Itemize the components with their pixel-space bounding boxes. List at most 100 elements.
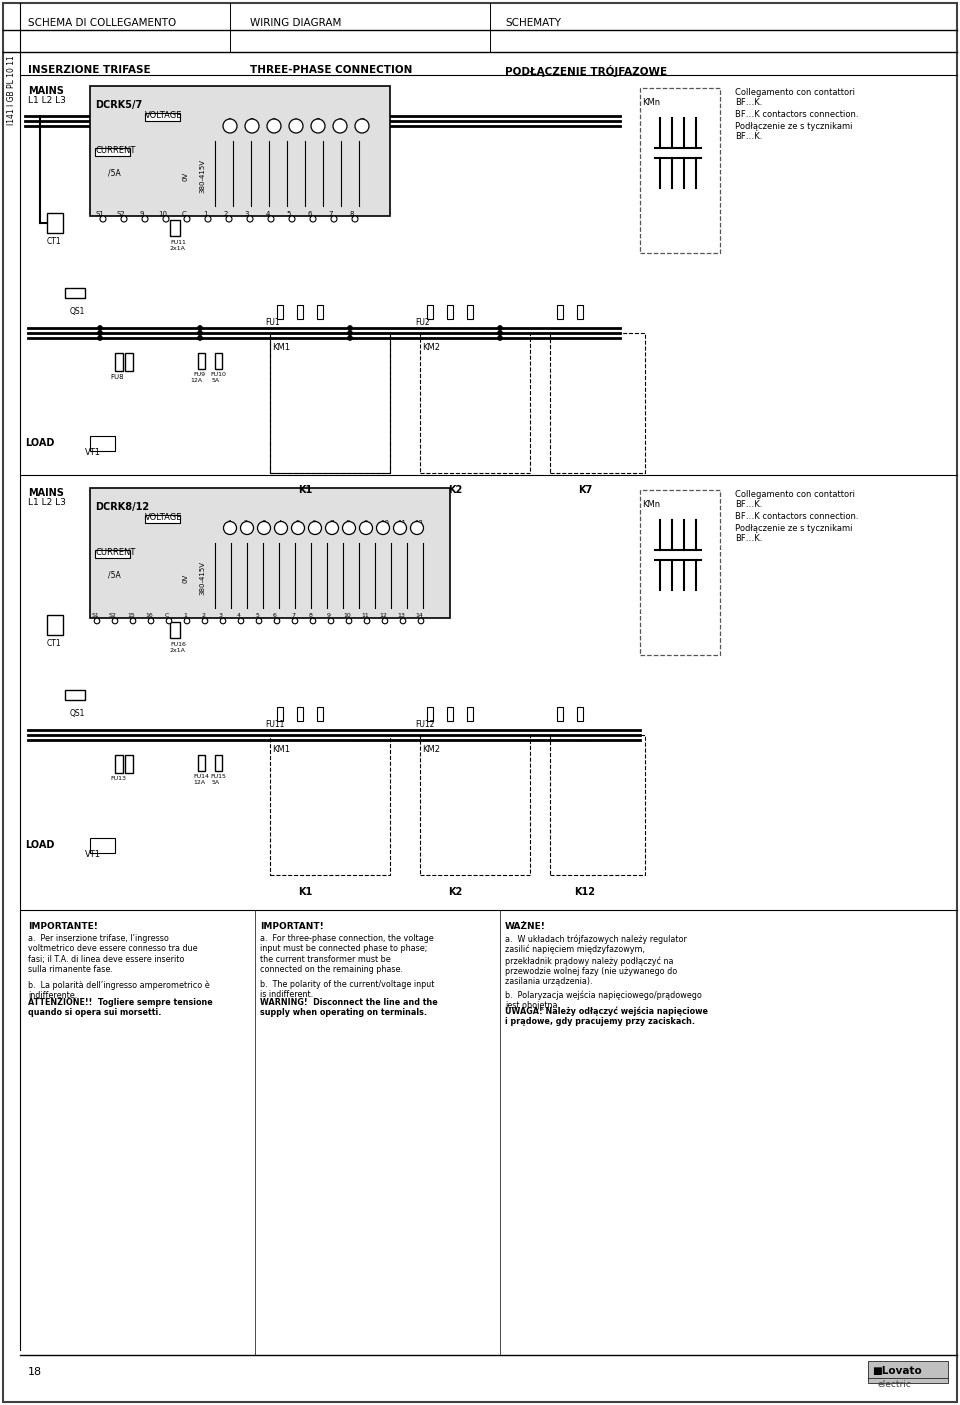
Text: LOAD: LOAD xyxy=(25,840,55,850)
Text: 9: 9 xyxy=(327,613,331,618)
Circle shape xyxy=(98,326,103,330)
Bar xyxy=(145,112,180,121)
Text: VT1: VT1 xyxy=(85,448,101,457)
Text: K1: K1 xyxy=(298,887,312,896)
Text: a.  W układach trójfazowych należy regulator
zasilić napięciem międzyfazowym,
pr: a. W układach trójfazowych należy regula… xyxy=(505,934,686,986)
Circle shape xyxy=(308,521,322,534)
Text: FU15: FU15 xyxy=(210,774,226,778)
Circle shape xyxy=(419,618,423,624)
Circle shape xyxy=(292,618,298,624)
Circle shape xyxy=(247,216,253,222)
Circle shape xyxy=(333,119,347,133)
Text: 6: 6 xyxy=(308,211,312,216)
Text: THREE-PHASE CONNECTION: THREE-PHASE CONNECTION xyxy=(250,65,413,74)
Text: FU12: FU12 xyxy=(415,719,434,729)
Circle shape xyxy=(163,216,169,222)
Text: KM1: KM1 xyxy=(272,745,290,754)
Text: KM2: KM2 xyxy=(422,343,440,353)
Text: 380-415V: 380-415V xyxy=(199,159,205,192)
Text: FU9: FU9 xyxy=(193,372,205,377)
Text: Podłączenie ze s tycznikami: Podłączenie ze s tycznikami xyxy=(735,122,852,131)
Circle shape xyxy=(348,330,352,336)
Text: S1: S1 xyxy=(96,211,105,216)
Text: 8: 8 xyxy=(346,520,350,525)
Circle shape xyxy=(328,618,334,624)
Text: BF…K.: BF…K. xyxy=(735,98,762,107)
Bar xyxy=(317,305,323,319)
Text: 12A: 12A xyxy=(190,378,203,384)
Text: electric: electric xyxy=(878,1380,912,1390)
Bar xyxy=(577,305,583,319)
Circle shape xyxy=(148,618,154,624)
Text: WIRING DIAGRAM: WIRING DIAGRAM xyxy=(250,18,342,28)
Bar xyxy=(115,754,123,773)
Text: 7: 7 xyxy=(329,520,333,525)
Text: 3: 3 xyxy=(271,118,276,126)
Text: 6: 6 xyxy=(337,118,342,126)
Circle shape xyxy=(267,119,281,133)
Circle shape xyxy=(382,618,388,624)
Text: IMPORTANT!: IMPORTANT! xyxy=(260,922,324,932)
Text: a.  Per inserzione trifase, l’ingresso
voltmetrico deve essere connesso tra due
: a. Per inserzione trifase, l’ingresso vo… xyxy=(28,934,198,974)
Text: FU11: FU11 xyxy=(265,719,284,729)
Text: 5: 5 xyxy=(287,211,291,216)
Text: WARNING!  Disconnect the line and the
supply when operating on terminals.: WARNING! Disconnect the line and the sup… xyxy=(260,998,438,1017)
Text: KM1: KM1 xyxy=(272,343,290,353)
Circle shape xyxy=(205,216,211,222)
Circle shape xyxy=(142,216,148,222)
Bar xyxy=(447,305,453,319)
Text: 3: 3 xyxy=(245,211,250,216)
Text: SCHEMATY: SCHEMATY xyxy=(505,18,561,28)
Bar xyxy=(317,707,323,721)
Bar xyxy=(270,333,390,473)
Text: FU14: FU14 xyxy=(193,774,209,778)
Circle shape xyxy=(98,330,103,336)
Text: 4: 4 xyxy=(293,118,298,126)
Bar xyxy=(277,707,283,721)
Text: 0V: 0V xyxy=(182,573,188,583)
Circle shape xyxy=(331,216,337,222)
Bar xyxy=(550,735,645,875)
Circle shape xyxy=(220,618,226,624)
Text: KM2: KM2 xyxy=(422,745,440,754)
Text: 8: 8 xyxy=(309,613,313,618)
Bar xyxy=(65,288,85,298)
Circle shape xyxy=(497,336,502,340)
Text: KMn: KMn xyxy=(642,98,660,107)
Bar xyxy=(125,353,133,371)
Text: b.  La polarità dell’ingresso amperometrico è
indifferente.: b. La polarità dell’ingresso amperometri… xyxy=(28,981,209,1000)
Circle shape xyxy=(238,618,244,624)
Text: 16: 16 xyxy=(145,613,153,618)
Circle shape xyxy=(224,521,236,534)
Circle shape xyxy=(121,216,127,222)
Circle shape xyxy=(112,618,118,624)
Text: 7: 7 xyxy=(291,613,295,618)
Bar xyxy=(297,707,303,721)
Text: PODŁĄCZENIE TRÓJFAZOWE: PODŁĄCZENIE TRÓJFAZOWE xyxy=(505,65,667,77)
Circle shape xyxy=(310,216,316,222)
Circle shape xyxy=(355,119,369,133)
Bar xyxy=(868,1361,948,1383)
Bar xyxy=(577,707,583,721)
Text: 7: 7 xyxy=(328,211,333,216)
Text: 12: 12 xyxy=(414,520,422,525)
Text: K12: K12 xyxy=(574,887,595,896)
Text: I141 I GB PL 10 11: I141 I GB PL 10 11 xyxy=(8,55,16,125)
Text: CURRENT: CURRENT xyxy=(95,548,135,556)
Text: K1: K1 xyxy=(298,485,312,495)
Bar xyxy=(90,86,390,216)
Circle shape xyxy=(98,336,103,340)
Circle shape xyxy=(184,618,190,624)
Text: MAINS: MAINS xyxy=(28,488,64,497)
Circle shape xyxy=(292,521,304,534)
Text: ■Lovato: ■Lovato xyxy=(872,1366,922,1375)
Bar xyxy=(125,754,133,773)
Text: 8: 8 xyxy=(349,211,354,216)
Bar xyxy=(170,622,180,638)
Bar xyxy=(47,214,63,233)
Text: UWAGA! Należy odłączyć wejścia napięciowe
i prądowe, gdy pracujemy przy zaciskac: UWAGA! Należy odłączyć wejścia napięciow… xyxy=(505,1006,708,1026)
Text: 5: 5 xyxy=(255,613,259,618)
Circle shape xyxy=(497,330,502,336)
Bar xyxy=(427,707,433,721)
Circle shape xyxy=(359,521,372,534)
